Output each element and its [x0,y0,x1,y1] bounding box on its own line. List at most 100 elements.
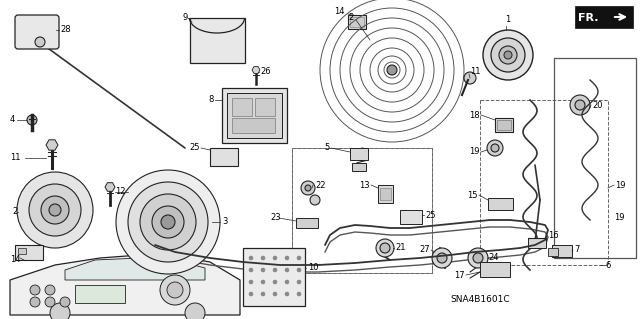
Text: 2: 2 [12,207,17,217]
Text: 12: 12 [115,188,125,197]
FancyBboxPatch shape [15,15,59,49]
Circle shape [464,72,476,84]
Text: 8: 8 [209,95,214,105]
Circle shape [297,268,301,272]
Bar [75,285,125,303]
Circle shape [35,37,45,47]
Bar [380,188,391,200]
Circle shape [491,38,525,72]
Bar [222,88,287,143]
Text: SNA4B1601C: SNA4B1601C [450,295,509,305]
Text: 15: 15 [467,190,478,199]
Circle shape [297,292,301,296]
Circle shape [152,206,184,238]
Circle shape [487,140,503,156]
Bar [255,98,275,116]
Circle shape [483,30,533,80]
Circle shape [285,268,289,272]
Circle shape [285,292,289,296]
Circle shape [30,285,40,295]
Bar [575,6,633,28]
Bar [232,98,252,116]
Text: 19: 19 [470,147,480,157]
Bar [296,218,318,228]
Bar [232,118,275,133]
Bar [480,100,608,265]
Circle shape [297,256,301,260]
Circle shape [432,248,452,268]
Circle shape [575,100,585,110]
Circle shape [161,215,175,229]
Circle shape [261,280,265,284]
Circle shape [387,65,397,75]
Text: 10: 10 [308,263,319,272]
Circle shape [273,280,277,284]
Bar [378,185,393,203]
Circle shape [273,256,277,260]
Bar [480,262,510,277]
Text: 19: 19 [615,181,625,189]
Text: 22: 22 [315,181,326,189]
Polygon shape [65,258,205,280]
Bar [350,148,368,160]
Circle shape [273,292,277,296]
Text: 11: 11 [470,68,481,77]
Circle shape [468,248,488,268]
Text: 24: 24 [488,254,499,263]
Text: 23: 23 [270,213,280,222]
Circle shape [249,292,253,296]
Text: 11: 11 [10,153,20,162]
Text: 19: 19 [614,213,625,222]
Circle shape [285,280,289,284]
Polygon shape [105,183,115,191]
Circle shape [273,268,277,272]
Text: FR.: FR. [578,13,598,23]
Bar [190,18,245,63]
Circle shape [310,195,320,205]
Text: 16: 16 [548,231,559,240]
Circle shape [185,303,205,319]
Bar [210,148,238,166]
Bar [400,210,422,224]
Bar [552,245,572,257]
Bar [292,148,432,273]
Text: 4: 4 [10,115,15,124]
Text: 9: 9 [183,13,188,23]
Text: 13: 13 [360,181,370,189]
Text: 6: 6 [605,261,611,270]
Circle shape [249,280,253,284]
Text: 21: 21 [395,243,406,253]
Circle shape [128,182,208,262]
Circle shape [301,181,315,195]
Text: 7: 7 [574,246,579,255]
Bar [350,17,364,27]
Text: 3: 3 [222,218,227,226]
Circle shape [491,144,499,152]
Text: 17: 17 [454,271,465,279]
Circle shape [499,46,517,64]
Circle shape [305,185,311,191]
Text: 1: 1 [505,16,510,25]
Text: 25: 25 [189,144,200,152]
Circle shape [41,196,69,224]
Bar [495,118,513,132]
Bar [548,248,558,256]
Polygon shape [46,140,58,150]
Circle shape [249,256,253,260]
Text: 18: 18 [469,110,480,120]
Circle shape [167,282,183,298]
Circle shape [50,303,70,319]
Circle shape [297,280,301,284]
Circle shape [49,204,61,216]
Circle shape [17,172,93,248]
Text: 27: 27 [419,246,430,255]
Circle shape [45,285,55,295]
Circle shape [140,194,196,250]
Circle shape [160,275,190,305]
Text: 14: 14 [335,8,345,17]
Bar [15,245,43,260]
Bar [528,238,546,248]
Text: 20: 20 [592,100,602,109]
Circle shape [261,292,265,296]
Text: 26: 26 [260,68,271,77]
